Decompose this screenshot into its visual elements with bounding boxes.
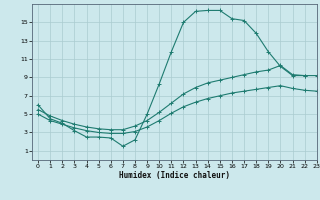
X-axis label: Humidex (Indice chaleur): Humidex (Indice chaleur) [119,171,230,180]
